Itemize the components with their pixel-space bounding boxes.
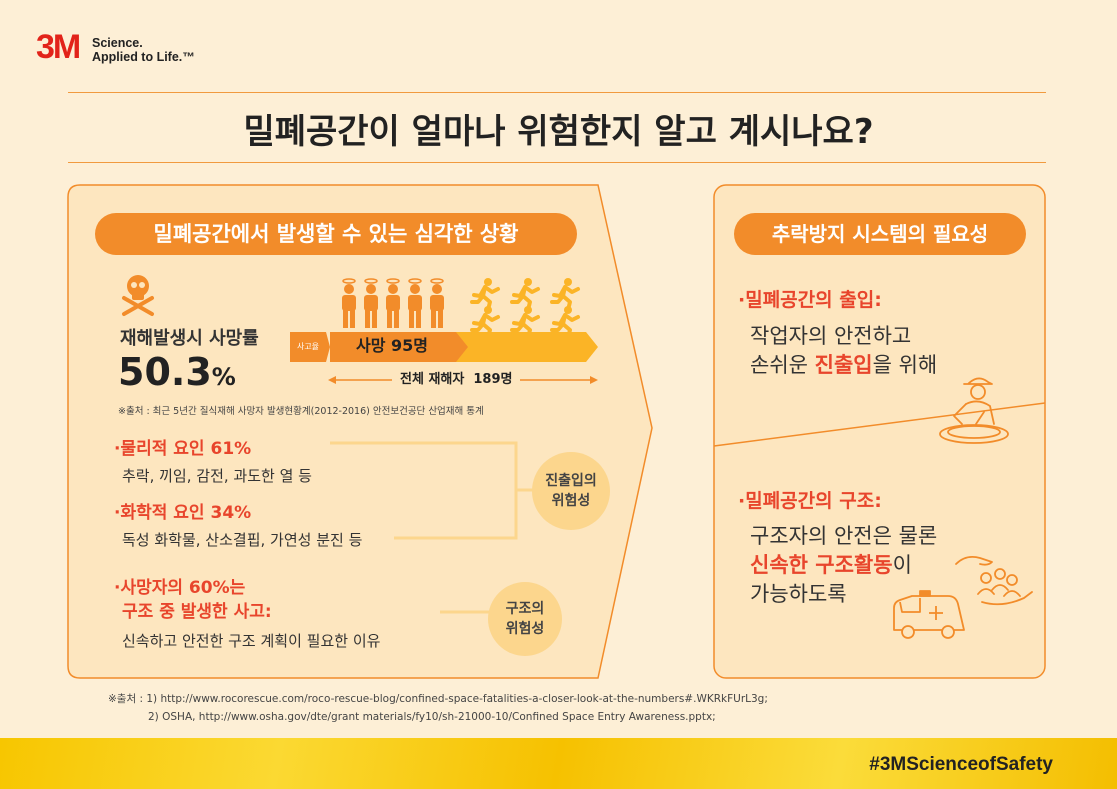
ambulance-icon bbox=[893, 590, 965, 639]
tagline-line1: Science. bbox=[92, 36, 143, 50]
right-panel-outline bbox=[713, 184, 1046, 679]
rescue-title: ·사망자의 60%는 구조 중 발생한 사고: bbox=[114, 576, 272, 624]
factor1-desc: 추락, 끼임, 감전, 과도한 열 등 bbox=[122, 467, 312, 485]
rescue-title-b: 구조: bbox=[839, 490, 882, 512]
entry-desc-l2: 손쉬운 진출입을 위해 bbox=[750, 351, 937, 380]
brand-tagline: Science. Applied to Life.™ bbox=[92, 36, 195, 64]
rescue-desc-l2a: 신속한 구조활동 bbox=[750, 553, 893, 577]
entry-title-a: ·밀폐공간의 bbox=[738, 289, 840, 311]
source-note: ※출처 : 최근 5년간 질식재해 사망자 발생현황계(2012-2016) 안… bbox=[118, 406, 484, 417]
running-person-icon bbox=[470, 278, 500, 308]
hashtag: #3MScienceofSafety bbox=[869, 754, 1053, 775]
deceased-workers-icons bbox=[342, 278, 444, 328]
rescue-title-a: ·밀폐공간의 bbox=[738, 490, 840, 512]
accident-tag: 사고율 bbox=[296, 342, 320, 351]
running-person-icon bbox=[510, 278, 540, 308]
footer-src2: 2) OSHA, http://www.osha.gov/dte/grant m… bbox=[148, 711, 716, 723]
factor2-title: ·화학적 요인 34% bbox=[114, 502, 251, 524]
entry-desc-l2c: 을 위해 bbox=[872, 353, 938, 377]
entry-risk-l2: 위험성 bbox=[551, 493, 591, 509]
rescue-risk-l1: 구조의 bbox=[505, 601, 545, 617]
death-rate: 50.3% bbox=[118, 350, 236, 394]
rescue-risk-l2: 위험성 bbox=[505, 621, 545, 637]
rescue-title-right: ·밀폐공간의 구조: bbox=[738, 486, 882, 513]
footer-src-label: ※출처 : bbox=[108, 693, 143, 705]
worker-figure-icon bbox=[430, 278, 444, 328]
left-panel-heading: 밀폐공간에서 발생할 수 있는 심각한 상황 bbox=[95, 213, 577, 255]
right-panel-heading: 추락방지 시스템의 필요성 bbox=[734, 213, 1026, 255]
entry-title-b: 출입: bbox=[839, 289, 882, 311]
right-panel-divider bbox=[713, 402, 1046, 447]
rescue-desc-l3: 가능하도록 bbox=[750, 582, 847, 606]
worker-figure-icon bbox=[408, 278, 422, 328]
entry-risk-circle: 진출입의 위험성 bbox=[532, 452, 610, 530]
factor2-title-text: ·화학적 요인 bbox=[114, 503, 211, 523]
bottom-band bbox=[0, 738, 1117, 789]
death-rate-value: 50.3 bbox=[118, 350, 212, 394]
entry-desc-l2a: 손쉬운 bbox=[750, 353, 815, 377]
factor2-desc: 독성 화학물, 산소결핍, 가연성 분진 등 bbox=[122, 531, 363, 549]
page-title: 밀폐공간이 얼마나 위험한지 알고 계시나요? bbox=[243, 112, 874, 152]
tagline-line2: Applied to Life.™ bbox=[92, 50, 195, 64]
factor1-title-text: ·물리적 요인 bbox=[114, 439, 211, 459]
entry-desc-l2b: 진출입 bbox=[814, 353, 873, 377]
footer-src1: 1) http://www.rocorescue.com/roco-rescue… bbox=[146, 693, 768, 705]
rescue-desc-right: 구조자의 안전은 물론 신속한 구조활동이 가능하도록 bbox=[750, 522, 937, 609]
left-panel-outline bbox=[67, 184, 653, 679]
worker-figure-icon bbox=[364, 278, 378, 328]
worker-manhole-icon bbox=[939, 377, 1009, 444]
worker-figure-icon bbox=[386, 278, 400, 328]
rescue-desc: 신속하고 안전한 구조 계획이 필요한 이유 bbox=[122, 632, 381, 650]
worker-figure-icon bbox=[342, 278, 356, 328]
deaths-label: 사망 95명 bbox=[356, 336, 428, 355]
rescue-title-l1: ·사망자의 60%는 bbox=[114, 578, 246, 598]
entry-desc: 작업자의 안전하고 손쉬운 진출입을 위해 bbox=[750, 322, 937, 380]
rescue-desc-l2: 신속한 구조활동이 bbox=[750, 551, 937, 580]
entry-title: ·밀폐공간의 출입: bbox=[738, 285, 882, 312]
title-rule bbox=[68, 162, 1046, 163]
entry-desc-l1: 작업자의 안전하고 bbox=[750, 324, 912, 348]
factor2-pct: 34% bbox=[210, 503, 252, 523]
factor1-pct: 61% bbox=[210, 439, 252, 459]
rescue-desc-l1: 구조자의 안전은 물론 bbox=[750, 524, 938, 548]
death-rate-unit: % bbox=[211, 363, 236, 391]
total-label: 전체 재해자 189명 bbox=[392, 370, 521, 390]
factor1-title: ·물리적 요인 61% bbox=[114, 438, 251, 460]
accident-bar bbox=[290, 332, 598, 362]
3m-logo: 3M bbox=[36, 28, 81, 66]
rescue-risk-circle: 구조의 위험성 bbox=[488, 582, 562, 656]
top-rule bbox=[68, 92, 1046, 93]
footer-sources: ※출처 : 1) http://www.rocorescue.com/roco-… bbox=[108, 690, 768, 726]
injured-workers-icons bbox=[470, 278, 580, 336]
running-person-icon bbox=[550, 278, 580, 308]
rescue-title-l2: 구조 중 발생한 사고: bbox=[122, 602, 272, 622]
skull-crossbones-icon bbox=[122, 275, 154, 316]
entry-risk-l1: 진출입의 bbox=[545, 473, 597, 489]
hands-rescue-icon bbox=[955, 555, 1033, 606]
death-rate-label: 재해발생시 사망률 bbox=[120, 328, 259, 349]
rescue-desc-l2b: 이 bbox=[892, 553, 912, 577]
